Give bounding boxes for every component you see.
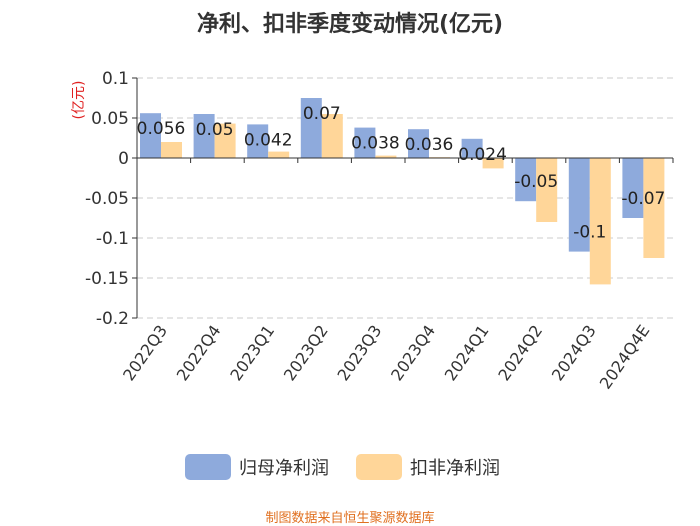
- source-note: 制图数据来自恒生聚源数据库: [265, 511, 435, 526]
- bar-deducted-net-profit: [321, 114, 343, 158]
- data-label: -0.07: [621, 189, 665, 209]
- x-tick-label: 2023Q2: [280, 321, 332, 384]
- data-label: 0.036: [405, 135, 454, 155]
- data-label: -0.1: [573, 223, 606, 243]
- bar-net-profit: [193, 114, 215, 158]
- y-tick-label: -0.05: [85, 189, 129, 209]
- data-label: 0.07: [303, 104, 341, 124]
- bar-deducted-net-profit: [375, 155, 397, 158]
- bar-deducted-net-profit: [268, 151, 290, 158]
- y-tick-label: 0: [118, 149, 129, 169]
- y-tick-label: 0.1: [102, 69, 129, 89]
- bar-net-profit: [354, 127, 376, 158]
- chart-title: 净利、扣非季度变动情况(亿元): [196, 12, 504, 37]
- x-tick-label: 2024Q3: [548, 321, 600, 384]
- bar-deducted-net-profit: [214, 123, 236, 158]
- x-tick-label: 2022Q3: [119, 321, 171, 384]
- bar-net-profit: [140, 113, 161, 158]
- bar-net-profit: [300, 98, 322, 158]
- x-tick-label: 2024Q2: [494, 321, 546, 384]
- y-tick-label: 0.05: [91, 109, 129, 129]
- bar-net-profit: [568, 158, 590, 252]
- x-tick-label: 2023Q4: [387, 321, 439, 384]
- legend-label: 归母净利润: [239, 458, 329, 479]
- data-label: 0.042: [244, 130, 293, 150]
- data-label: 0.024: [458, 145, 507, 165]
- bar-net-profit: [408, 129, 429, 158]
- x-tick-label: 2023Q3: [333, 321, 385, 384]
- bar-net-profit: [461, 138, 483, 158]
- bar-deducted-net-profit: [536, 158, 558, 222]
- bar-net-profit: [515, 158, 537, 202]
- bar-deducted-net-profit: [643, 158, 665, 258]
- data-label: -0.05: [514, 172, 558, 192]
- legend-swatch: [356, 454, 402, 480]
- x-tick-label: 2024Q4E: [596, 321, 654, 392]
- y-tick-label: -0.2: [96, 309, 129, 329]
- bar-net-profit: [247, 124, 269, 158]
- bar-net-profit: [622, 158, 644, 218]
- legend-swatch: [185, 454, 231, 480]
- x-tick-label: 2024Q1: [441, 321, 493, 384]
- bar-deducted-net-profit: [482, 158, 504, 169]
- x-tick-label: 2023Q1: [226, 321, 278, 384]
- x-tick-label: 2022Q4: [173, 321, 225, 384]
- legend-label: 扣非净利润: [410, 458, 500, 479]
- bar-deducted-net-profit: [161, 142, 182, 158]
- y-tick-label: -0.1: [96, 229, 129, 249]
- data-label: 0.05: [196, 120, 234, 140]
- y-tick-label: -0.15: [85, 269, 129, 289]
- data-label: 0.038: [351, 134, 400, 154]
- data-label: 0.056: [137, 119, 186, 139]
- bar-deducted-net-profit: [589, 158, 611, 285]
- y-axis-title: (亿元): [71, 81, 87, 120]
